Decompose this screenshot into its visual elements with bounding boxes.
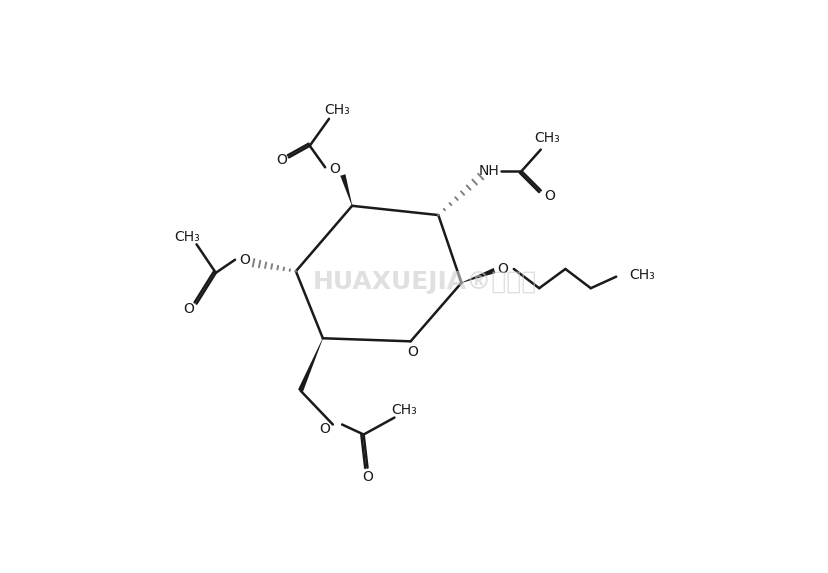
Text: O: O (183, 302, 194, 316)
Text: NH: NH (479, 164, 499, 178)
Text: CH₃: CH₃ (628, 268, 654, 282)
Text: CH₃: CH₃ (533, 131, 559, 145)
Text: O: O (543, 189, 554, 203)
Text: CH₃: CH₃ (391, 403, 416, 417)
Polygon shape (339, 174, 352, 206)
Text: CH₃: CH₃ (174, 230, 200, 244)
Text: O: O (497, 262, 508, 276)
Text: O: O (238, 253, 249, 266)
Text: CH₃: CH₃ (324, 103, 349, 116)
Text: O: O (276, 152, 286, 167)
Text: O: O (330, 162, 340, 176)
Polygon shape (298, 338, 323, 392)
Text: O: O (407, 345, 418, 359)
Text: O: O (362, 470, 373, 484)
Text: O: O (319, 422, 330, 436)
Text: HUAXUEJIA®化学加: HUAXUEJIA®化学加 (312, 270, 536, 294)
Polygon shape (461, 268, 495, 283)
